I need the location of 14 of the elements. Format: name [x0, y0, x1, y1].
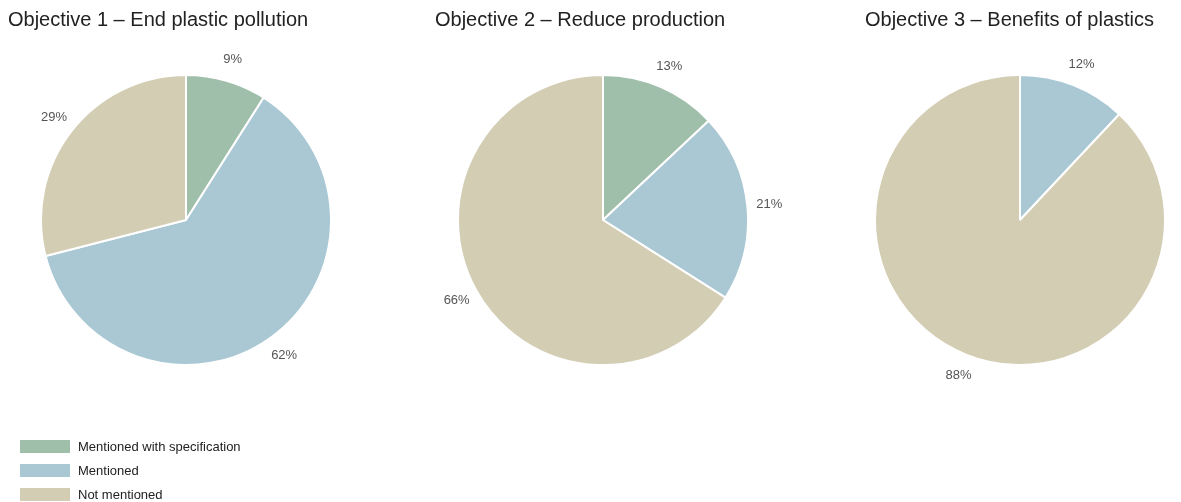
data-label: 29%	[41, 109, 68, 125]
data-label: 21%	[756, 195, 783, 211]
chart-title: Objective 2 – Reduce production	[435, 8, 726, 31]
chart-title: Objective 1 – End plastic pollution	[8, 8, 309, 31]
data-label: 62%	[271, 346, 298, 362]
data-label: 9%	[223, 51, 243, 67]
legend-label: Not mentioned	[78, 486, 163, 502]
legend-label: Mentioned with specification	[78, 438, 241, 454]
data-label: 12%	[1068, 56, 1095, 72]
data-label: 13%	[656, 58, 683, 74]
data-label: 88%	[945, 366, 972, 382]
data-label: 66%	[443, 292, 471, 308]
chart-title: Objective 3 – Benefits of plastics	[865, 8, 1155, 31]
legend-label: Mentioned	[78, 462, 139, 478]
